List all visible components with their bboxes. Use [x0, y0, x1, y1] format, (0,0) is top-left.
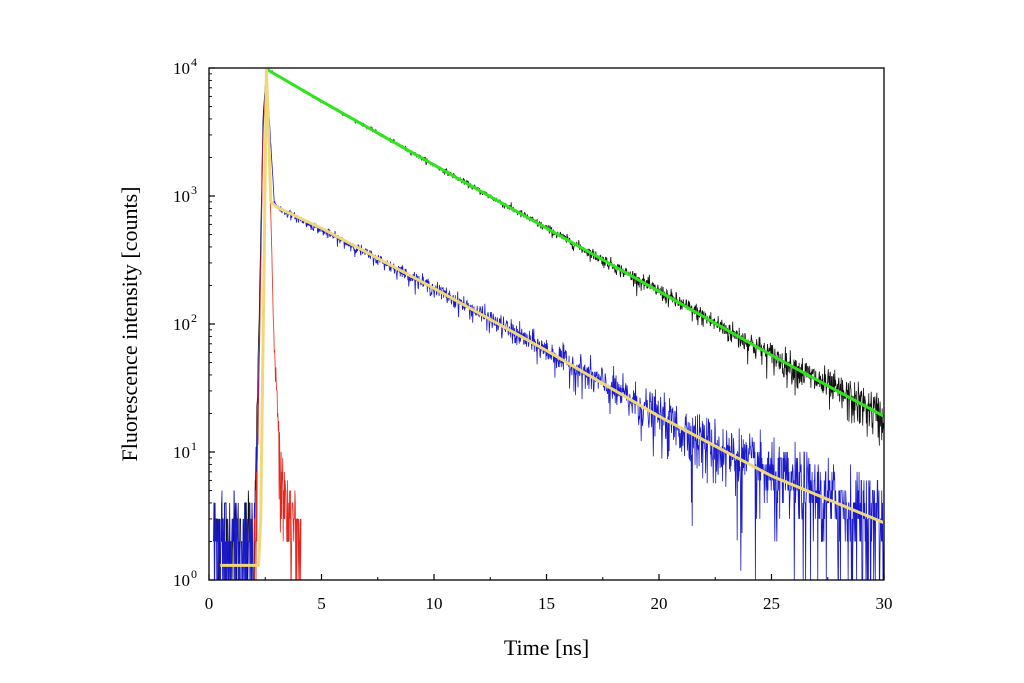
plot-area — [213, 68, 884, 580]
fit-curve — [265, 68, 884, 418]
y-tick-exponent: 4 — [191, 55, 197, 69]
y-tick-label: 10 — [173, 443, 190, 462]
y-tick-exponent: 0 — [191, 567, 197, 581]
y-axis-title: Fluorescence intensity [counts] — [117, 187, 142, 462]
x-tick-label: 10 — [426, 594, 443, 613]
x-tick-label: 20 — [651, 594, 668, 613]
x-tick-label: 0 — [205, 594, 214, 613]
fit-curve — [220, 68, 884, 567]
x-axis: 0 5 10 15 20 25 30 — [205, 574, 893, 613]
x-tick-label: 25 — [763, 594, 780, 613]
y-tick-exponent: 1 — [191, 439, 197, 453]
y-tick-exponent: 3 — [191, 183, 197, 197]
decay-trace — [213, 68, 884, 580]
y-tick-label: 10 — [173, 571, 190, 590]
decay-trace — [253, 73, 302, 580]
y-tick-label: 10 — [173, 187, 190, 206]
x-axis-title: Time [ns] — [504, 635, 589, 660]
x-tick-label: 30 — [876, 594, 893, 613]
x-tick-label: 5 — [317, 594, 326, 613]
y-tick-label: 10 — [173, 59, 190, 78]
decay-trace — [213, 71, 884, 580]
y-tick-exponent: 2 — [191, 311, 197, 325]
y-tick-label: 10 — [173, 315, 190, 334]
plot-frame — [208, 67, 885, 581]
x-tick-label: 15 — [538, 594, 555, 613]
